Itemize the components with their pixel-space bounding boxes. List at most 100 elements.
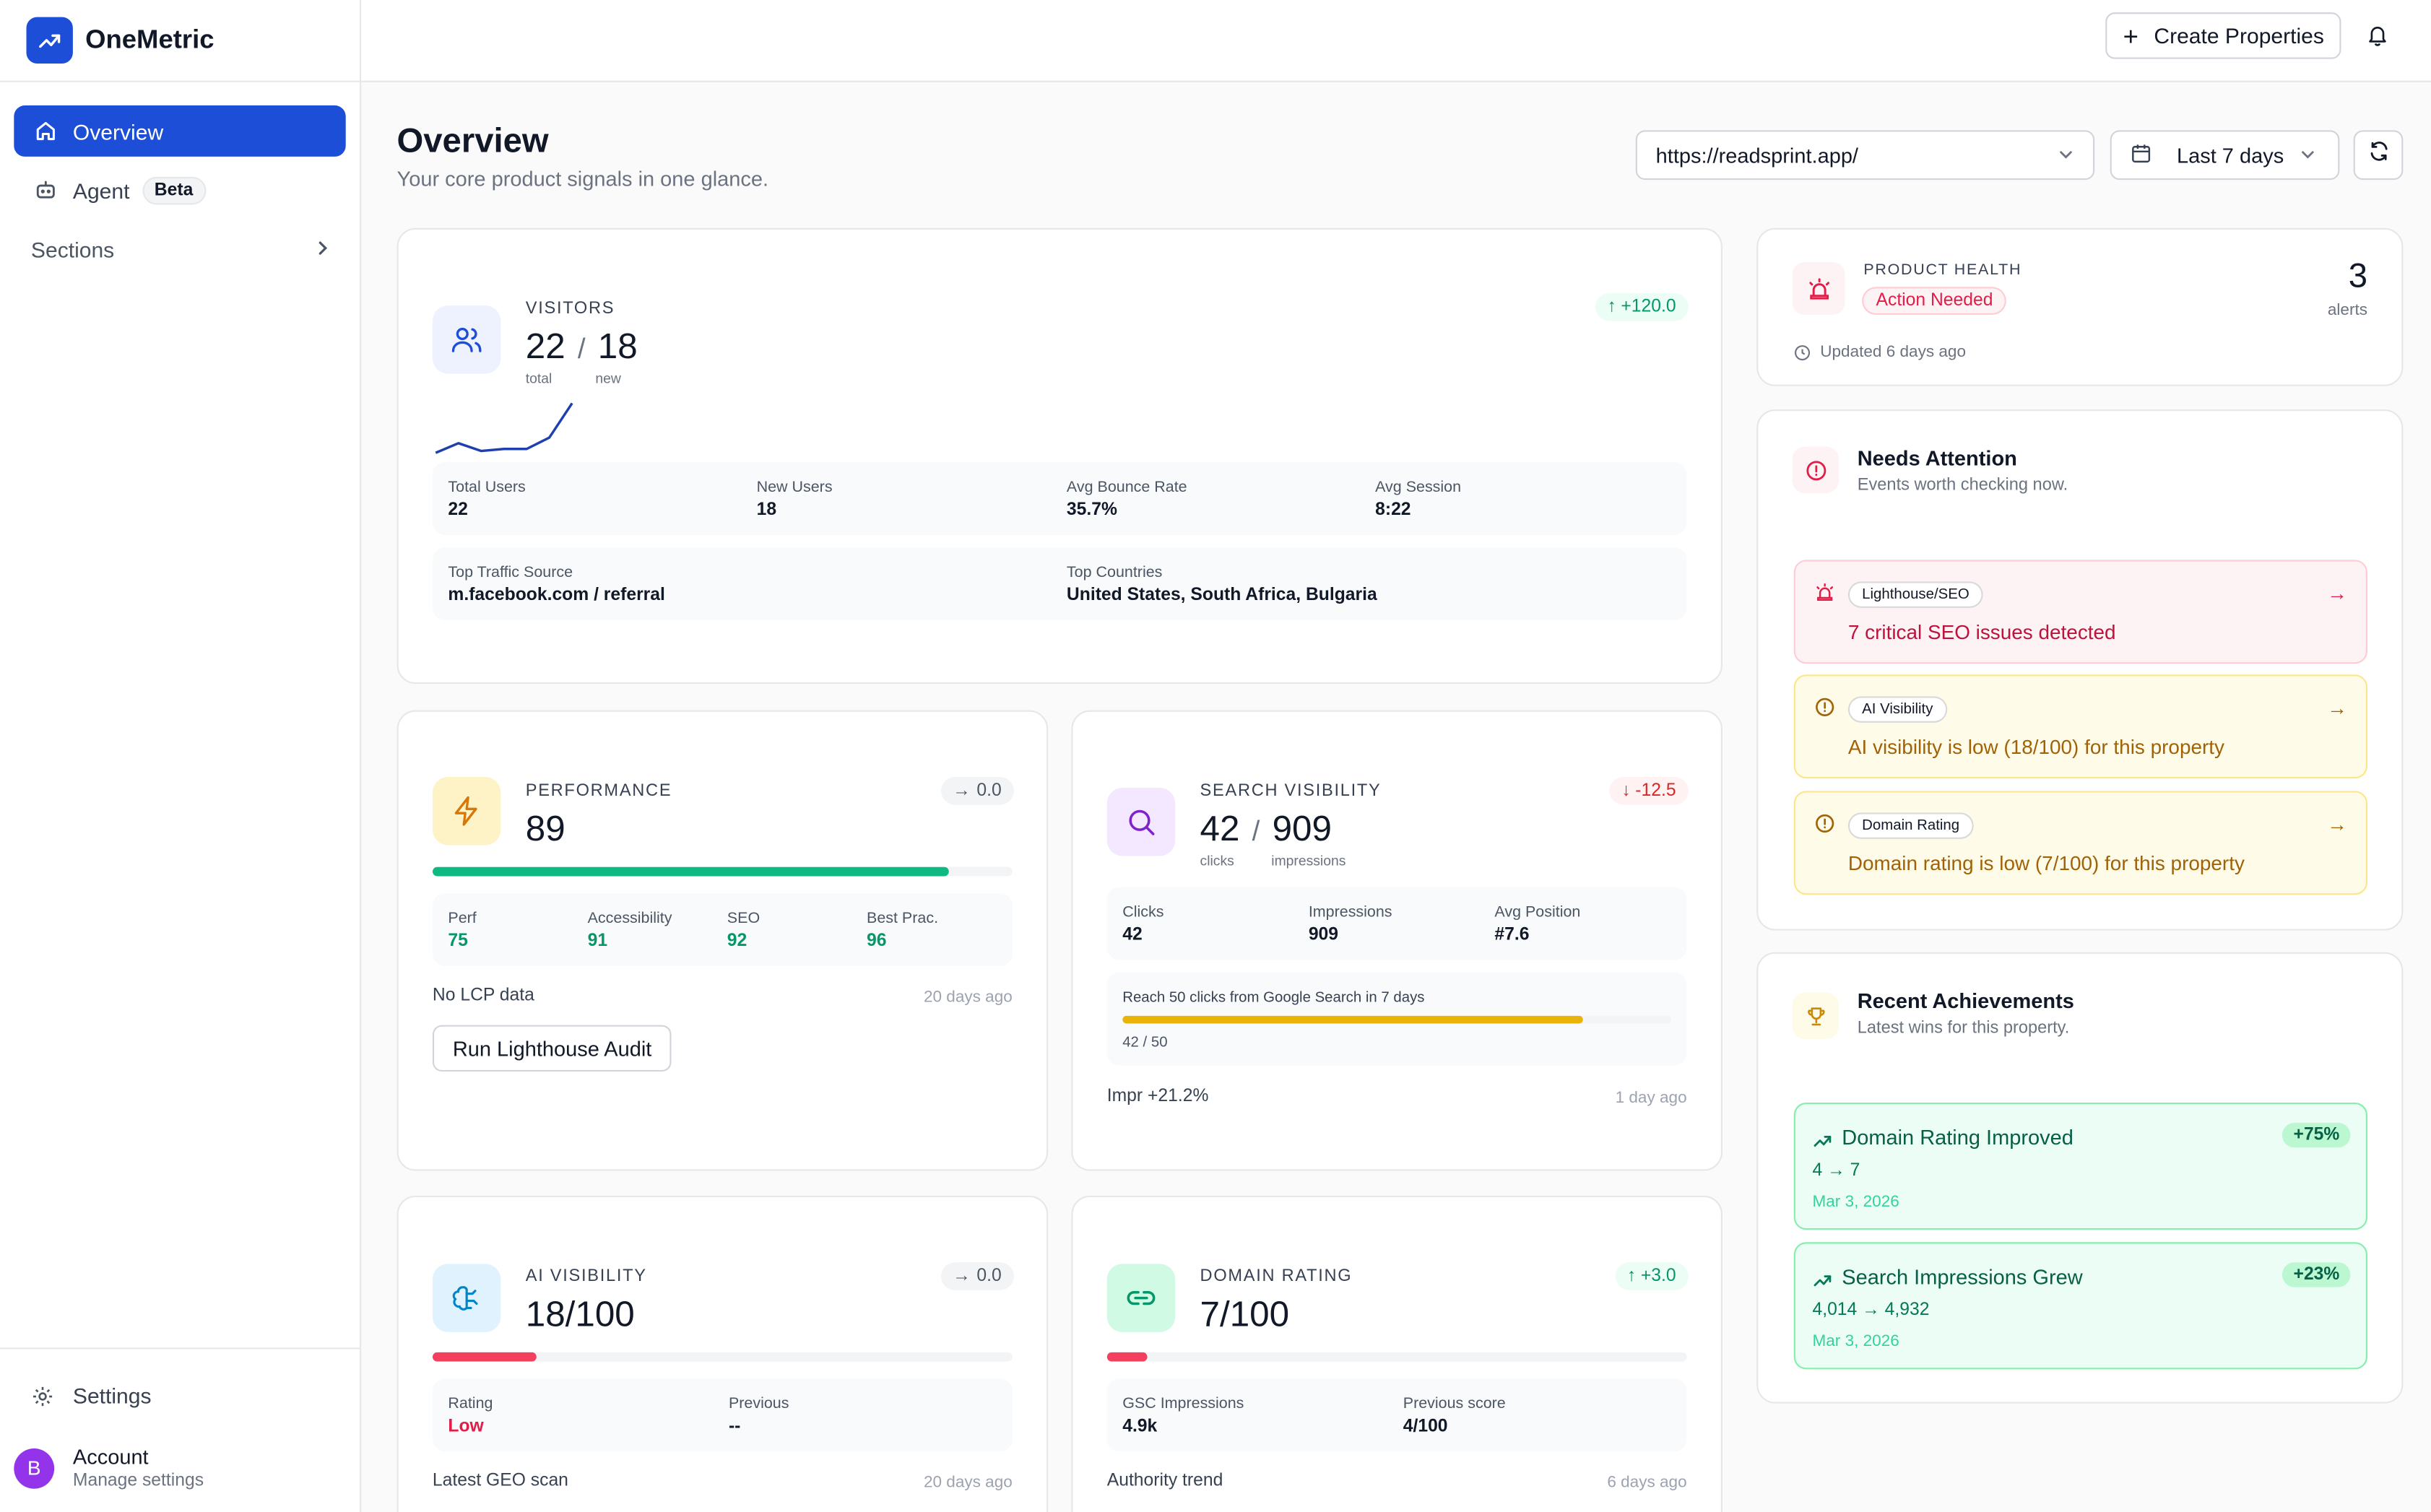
achievement-date: Mar 3, 2026 (1812, 1192, 1899, 1212)
achievement-date: Mar 3, 2026 (1812, 1331, 1899, 1351)
bell-icon[interactable] (2366, 23, 2389, 46)
ai-stats: Rating Low Previous -- (432, 1378, 1013, 1452)
recent-achievements-title: Recent Achievements (1857, 989, 2074, 1013)
achievement-item[interactable]: Search Impressions Grew +23% 4,014 → 4,9… (1793, 1242, 2368, 1370)
alert-circle-icon (1792, 446, 1839, 493)
health-updated: Updated 6 days ago (1794, 343, 1966, 361)
top-traffic-source: Top Traffic Source m.facebook.com / refer… (448, 564, 665, 605)
settings-link[interactable]: Settings (31, 1383, 152, 1408)
achievement-title: Domain Rating Improved (1842, 1126, 2074, 1150)
home-icon (32, 118, 57, 143)
achievement-value: 4 → 7 (1812, 1161, 1860, 1181)
sections-toggle[interactable]: Sections (0, 223, 360, 274)
domain-delta-badge: ↑ +3.0 (1614, 1262, 1689, 1290)
achievement-percent: +75% (2282, 1122, 2351, 1148)
search-impressions: 909 (1272, 807, 1332, 848)
attention-item-ai-visibility[interactable]: AI Visibility → AI visibility is low (18… (1793, 674, 2368, 779)
achievement-item[interactable]: Domain Rating Improved +75% 4 → 7 Mar 3,… (1793, 1103, 2368, 1230)
avatar: B (14, 1447, 55, 1488)
account-menu[interactable]: B Account Manage settings (14, 1446, 204, 1490)
score-best-practices: Best Prac. 96 (867, 910, 939, 951)
visitors-total: 22 (525, 326, 566, 366)
stat-avg-session: Avg Session 8:22 (1375, 479, 1462, 520)
sidebar: OneMetric Overview Agent Beta Sections (0, 0, 362, 1512)
arrow-right-icon: → (2327, 581, 2348, 605)
ai-progress-fill (432, 1352, 537, 1362)
create-properties-label: Create Properties (2154, 23, 2324, 48)
lighthouse-scores: Perf 75 Accessibility 91 SEO 92 Best Prac. 9… (432, 893, 1013, 967)
score-perf: Perf 75 (448, 910, 477, 951)
search-delta-badge: ↓ -12.5 (1609, 776, 1689, 805)
search-clicks: 42 (1200, 807, 1240, 848)
search-note: Impr +21.2% (1106, 1087, 1209, 1106)
sidebar-item-overview[interactable]: Overview (14, 105, 346, 157)
stat-total-users: Total Users 22 (448, 479, 526, 520)
performance-updated: 20 days ago (923, 988, 1013, 1007)
refresh-button[interactable] (2353, 130, 2404, 181)
create-properties-button[interactable]: + Create Properties (2105, 12, 2341, 59)
attention-item-seo[interactable]: Lighthouse/SEO → 7 critical SEO issues d… (1793, 560, 2368, 664)
beta-badge: Beta (142, 175, 206, 204)
refresh-icon (2367, 139, 2390, 170)
domain-rating-label: DOMAIN RATING (1200, 1266, 1353, 1286)
visitors-total-caption: total (525, 370, 552, 386)
arrow-up-icon: ↑ (1607, 297, 1616, 317)
arrow-right-icon: → (953, 781, 971, 801)
goal-value: 42 / 50 (1122, 1034, 1168, 1052)
arrow-right-icon: → (953, 1266, 971, 1286)
attention-message: Domain rating is low (7/100) for this pr… (1847, 851, 2245, 875)
trending-up-icon (1812, 1131, 1832, 1151)
category-chip: AI Visibility (1847, 696, 1947, 723)
domain-progress (1106, 1352, 1687, 1362)
attention-item-domain-rating[interactable]: Domain Rating → Domain rating is low (7/… (1793, 791, 2368, 895)
recent-achievements-subtitle: Latest wins for this property. (1857, 1019, 2070, 1038)
ai-previous: Previous -- (728, 1395, 789, 1436)
domain-note: Authority trend (1106, 1472, 1223, 1490)
property-url-select[interactable]: https://readsprint.app/ (1635, 130, 2095, 181)
gear-icon (31, 1384, 54, 1407)
performance-card: PERFORMANCE 89 → 0.0 Perf 75 Accessibility… (396, 710, 1049, 1171)
stat-clicks: Clicks 42 (1122, 904, 1164, 944)
recent-achievements-card: Recent Achievements Latest wins for this… (1756, 952, 2404, 1404)
visitors-stats: Total Users 22 New Users 18 Avg Bounce Rat… (432, 462, 1687, 535)
stat-bounce-rate: Avg Bounce Rate 35.7% (1066, 479, 1187, 520)
app-name: OneMetric (85, 25, 214, 55)
search-visibility-card: SEARCH VISIBILITY 42 / 909 clicks impres… (1071, 710, 1722, 1171)
date-range-select[interactable]: Last 7 days (2110, 130, 2340, 181)
arrow-up-icon: ↑ (1627, 1266, 1637, 1286)
chevron-right-icon (313, 237, 332, 261)
trending-up-icon (1812, 1270, 1832, 1290)
run-lighthouse-audit-button[interactable]: Run Lighthouse Audit (432, 1025, 672, 1072)
sidebar-item-label: Overview (72, 118, 164, 144)
performance-score: 89 (525, 807, 566, 848)
goal-text: Reach 50 clicks from Google Search in 7 … (1122, 989, 1425, 1007)
alerts-count: 3 (2348, 256, 2368, 295)
visitors-delta-badge: ↑ +120.0 (1595, 292, 1689, 321)
siren-icon (1814, 581, 1836, 603)
performance-progress (432, 866, 1013, 877)
search-stats: Clicks 42 Impressions 909 Avg Position #7.6 (1106, 887, 1687, 960)
ai-visibility-score: 18/100 (525, 1293, 635, 1334)
ai-delta-badge: → 0.0 (940, 1262, 1014, 1290)
brain-icon (432, 1264, 501, 1332)
ai-progress (432, 1352, 1013, 1362)
brand[interactable]: OneMetric (0, 0, 360, 82)
domain-progress-fill (1106, 1352, 1148, 1362)
trending-up-icon (26, 17, 73, 64)
arrow-right-icon: → (2327, 812, 2348, 836)
search-updated: 1 day ago (1615, 1088, 1687, 1108)
link-icon (1106, 1264, 1176, 1332)
search-icon (1106, 788, 1176, 856)
alerts-caption: alerts (2327, 300, 2368, 320)
alert-circle-icon (1814, 696, 1836, 718)
visitors-label: VISITORS (525, 299, 615, 318)
attention-message: 7 critical SEO issues detected (1847, 620, 2116, 644)
domain-rating-score: 7/100 (1200, 1293, 1290, 1334)
sidebar-item-agent[interactable]: Agent Beta (14, 165, 345, 216)
ai-rating: Rating Low (448, 1395, 493, 1436)
alert-circle-icon (1814, 812, 1836, 834)
chevron-down-icon (2058, 144, 2075, 167)
clock-icon (1794, 344, 1811, 361)
performance-label: PERFORMANCE (525, 781, 672, 801)
search-clicks-caption: clicks (1200, 853, 1234, 869)
